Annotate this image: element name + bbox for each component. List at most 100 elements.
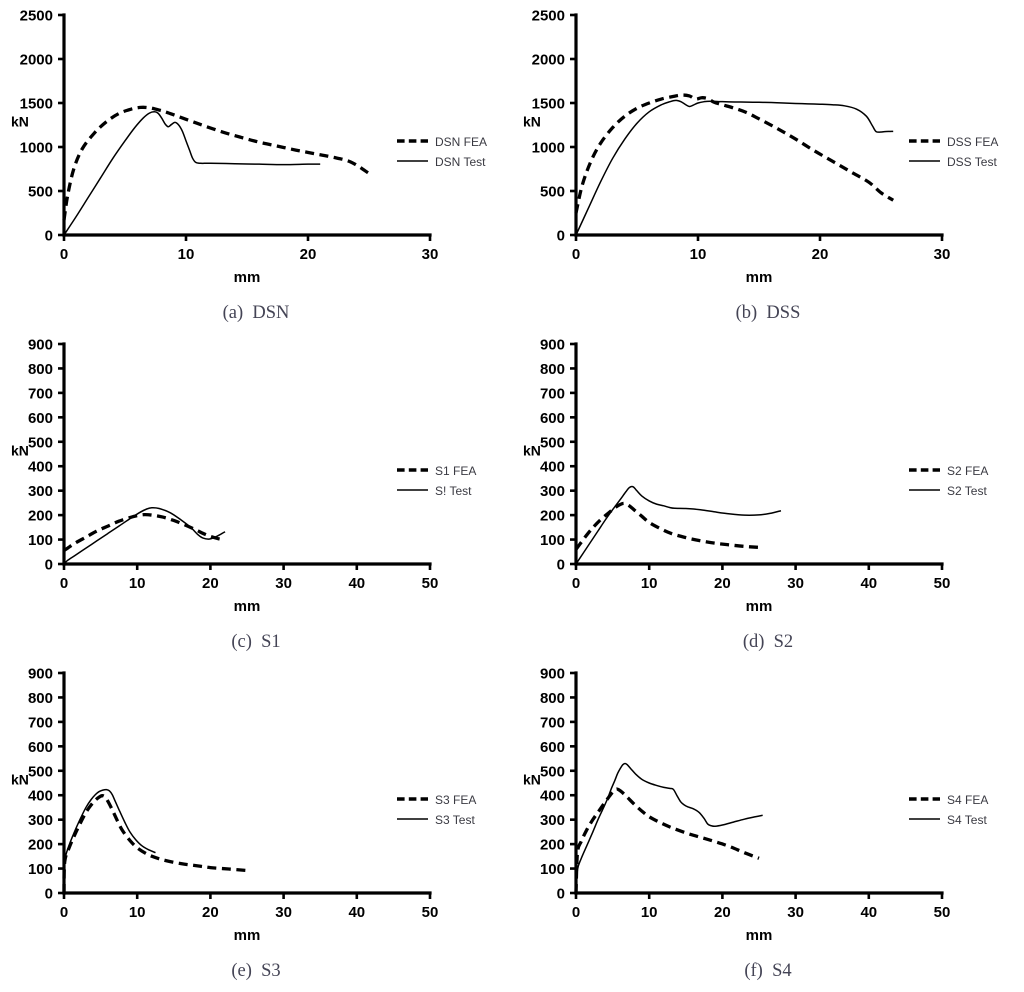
svg-text:10: 10 bbox=[129, 904, 146, 921]
svg-text:800: 800 bbox=[540, 361, 565, 378]
svg-text:mm: mm bbox=[746, 927, 773, 944]
svg-text:500: 500 bbox=[28, 434, 53, 451]
svg-text:600: 600 bbox=[28, 739, 53, 756]
svg-text:500: 500 bbox=[540, 434, 565, 451]
svg-text:0: 0 bbox=[572, 246, 580, 263]
svg-text:900: 900 bbox=[540, 337, 565, 354]
svg-text:400: 400 bbox=[540, 459, 565, 476]
svg-text:S1 FEA: S1 FEA bbox=[435, 464, 476, 478]
svg-text:700: 700 bbox=[28, 714, 53, 731]
svg-text:50: 50 bbox=[934, 575, 951, 592]
svg-text:200: 200 bbox=[540, 508, 565, 525]
svg-text:400: 400 bbox=[28, 459, 53, 476]
svg-text:300: 300 bbox=[540, 483, 565, 500]
svg-text:800: 800 bbox=[540, 690, 565, 707]
svg-text:0: 0 bbox=[60, 904, 68, 921]
svg-text:800: 800 bbox=[28, 690, 53, 707]
svg-text:20: 20 bbox=[300, 246, 317, 263]
svg-text:400: 400 bbox=[540, 788, 565, 805]
svg-text:500: 500 bbox=[28, 763, 53, 780]
svg-text:DSN Test: DSN Test bbox=[435, 155, 486, 169]
svg-text:800: 800 bbox=[28, 361, 53, 378]
svg-text:1500: 1500 bbox=[20, 96, 53, 113]
svg-text:mm: mm bbox=[234, 927, 261, 944]
svg-text:10: 10 bbox=[129, 575, 146, 592]
svg-text:10: 10 bbox=[641, 904, 658, 921]
svg-text:10: 10 bbox=[690, 246, 707, 263]
svg-text:kN: kN bbox=[11, 114, 29, 130]
svg-text:0: 0 bbox=[45, 886, 53, 903]
svg-text:20: 20 bbox=[714, 904, 731, 921]
svg-text:900: 900 bbox=[28, 666, 53, 683]
svg-text:mm: mm bbox=[234, 598, 261, 615]
svg-text:0: 0 bbox=[572, 575, 580, 592]
svg-text:mm: mm bbox=[746, 269, 773, 286]
svg-text:500: 500 bbox=[540, 763, 565, 780]
svg-text:0: 0 bbox=[45, 557, 53, 574]
svg-text:0: 0 bbox=[60, 575, 68, 592]
svg-text:20: 20 bbox=[812, 246, 829, 263]
svg-text:kN: kN bbox=[523, 443, 541, 459]
svg-text:700: 700 bbox=[540, 385, 565, 402]
svg-text:20: 20 bbox=[202, 904, 219, 921]
svg-text:S4 FEA: S4 FEA bbox=[947, 793, 988, 807]
svg-text:700: 700 bbox=[28, 385, 53, 402]
svg-text:300: 300 bbox=[28, 483, 53, 500]
svg-text:30: 30 bbox=[787, 904, 804, 921]
svg-text:100: 100 bbox=[540, 861, 565, 878]
svg-text:S3 Test: S3 Test bbox=[435, 813, 475, 827]
svg-text:2000: 2000 bbox=[20, 52, 53, 69]
svg-text:0: 0 bbox=[557, 886, 565, 903]
svg-text:mm: mm bbox=[234, 269, 261, 286]
svg-text:0: 0 bbox=[45, 228, 53, 245]
svg-text:2500: 2500 bbox=[532, 8, 565, 25]
svg-text:kN: kN bbox=[523, 772, 541, 788]
svg-text:300: 300 bbox=[28, 812, 53, 829]
svg-text:2000: 2000 bbox=[532, 52, 565, 69]
svg-text:100: 100 bbox=[540, 532, 565, 549]
svg-text:kN: kN bbox=[11, 772, 29, 788]
svg-text:600: 600 bbox=[540, 739, 565, 756]
svg-text:50: 50 bbox=[422, 904, 439, 921]
svg-text:30: 30 bbox=[934, 246, 951, 263]
svg-text:S3 FEA: S3 FEA bbox=[435, 793, 476, 807]
svg-text:DSS Test: DSS Test bbox=[947, 155, 997, 169]
svg-text:500: 500 bbox=[540, 184, 565, 201]
svg-text:0: 0 bbox=[572, 904, 580, 921]
svg-text:1500: 1500 bbox=[532, 96, 565, 113]
svg-text:40: 40 bbox=[860, 575, 877, 592]
svg-text:DSN FEA: DSN FEA bbox=[435, 135, 487, 149]
svg-text:10: 10 bbox=[178, 246, 195, 263]
svg-text:30: 30 bbox=[422, 246, 439, 263]
svg-text:mm: mm bbox=[746, 598, 773, 615]
svg-text:30: 30 bbox=[275, 575, 292, 592]
svg-text:20: 20 bbox=[202, 575, 219, 592]
svg-text:kN: kN bbox=[11, 443, 29, 459]
svg-text:S2 Test: S2 Test bbox=[947, 484, 987, 498]
svg-text:500: 500 bbox=[28, 184, 53, 201]
svg-text:30: 30 bbox=[275, 904, 292, 921]
svg-text:40: 40 bbox=[860, 904, 877, 921]
svg-text:0: 0 bbox=[60, 246, 68, 263]
svg-text:40: 40 bbox=[348, 575, 365, 592]
svg-text:100: 100 bbox=[28, 532, 53, 549]
svg-text:kN: kN bbox=[523, 114, 541, 130]
svg-text:50: 50 bbox=[422, 575, 439, 592]
svg-text:S! Test: S! Test bbox=[435, 484, 472, 498]
svg-text:900: 900 bbox=[28, 337, 53, 354]
svg-text:S4 Test: S4 Test bbox=[947, 813, 987, 827]
svg-text:100: 100 bbox=[28, 861, 53, 878]
svg-text:0: 0 bbox=[557, 557, 565, 574]
svg-text:20: 20 bbox=[714, 575, 731, 592]
svg-text:400: 400 bbox=[28, 788, 53, 805]
svg-text:200: 200 bbox=[28, 508, 53, 525]
svg-text:10: 10 bbox=[641, 575, 658, 592]
svg-text:1000: 1000 bbox=[532, 140, 565, 157]
svg-text:DSS FEA: DSS FEA bbox=[947, 135, 998, 149]
svg-text:600: 600 bbox=[540, 410, 565, 427]
svg-text:700: 700 bbox=[540, 714, 565, 731]
svg-text:1000: 1000 bbox=[20, 140, 53, 157]
svg-text:900: 900 bbox=[540, 666, 565, 683]
svg-text:200: 200 bbox=[28, 837, 53, 854]
svg-text:600: 600 bbox=[28, 410, 53, 427]
